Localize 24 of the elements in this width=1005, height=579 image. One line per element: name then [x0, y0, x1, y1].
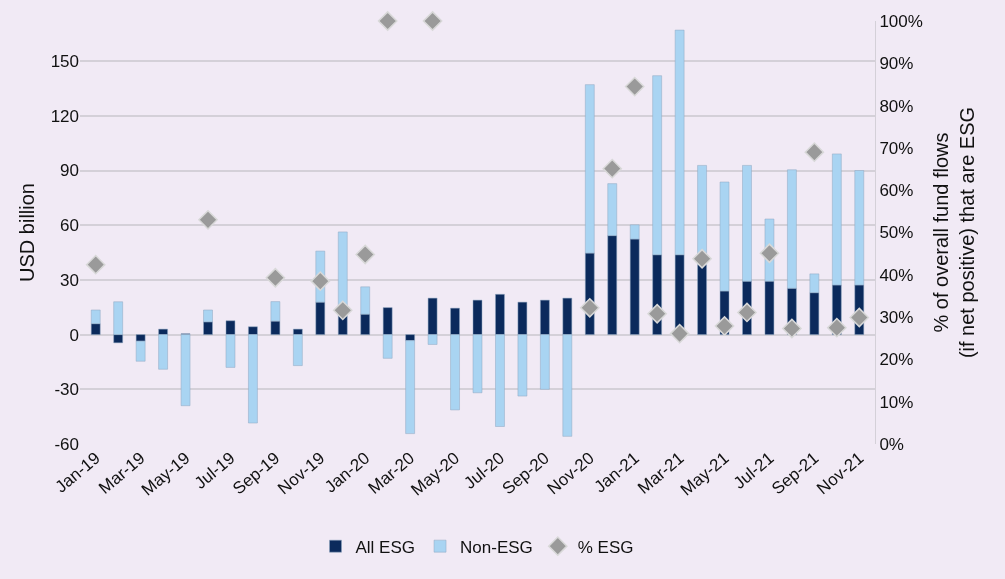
y2-tick-label: 90% — [879, 54, 914, 74]
y2-tick-label: 30% — [879, 308, 914, 328]
y-tick-label: 60 — [60, 216, 79, 236]
y-tick-label: -30 — [54, 380, 79, 400]
y2-tick-label: 10% — [879, 392, 914, 412]
y-tick-label: -60 — [54, 434, 79, 454]
y2-tick-label: 60% — [879, 181, 914, 201]
y-tick-label: 90 — [60, 161, 79, 181]
y-tick-label: 30 — [60, 270, 79, 290]
legend-label: All ESG — [355, 537, 416, 557]
y2-tick-label: 80% — [879, 96, 914, 116]
y2-axis-title: % of overall fund flows (if net positive) that are ESG — [930, 106, 979, 359]
y2-tick-label: 20% — [879, 350, 914, 370]
legend-label: Non-ESG — [460, 537, 533, 557]
y-tick-label: 0 — [69, 325, 79, 345]
y2-tick-label: 0% — [879, 434, 904, 454]
y-tick-label: 120 — [50, 106, 79, 126]
legend-label: % ESG — [577, 537, 634, 557]
y-axis-title: USD billion — [16, 183, 39, 282]
y-tick-label: 150 — [50, 52, 79, 72]
y2-tick-label: 40% — [879, 265, 914, 285]
y2-tick-label: 50% — [879, 223, 914, 243]
y2-tick-label: 70% — [879, 138, 914, 158]
y2-tick-label: 100% — [879, 11, 923, 31]
